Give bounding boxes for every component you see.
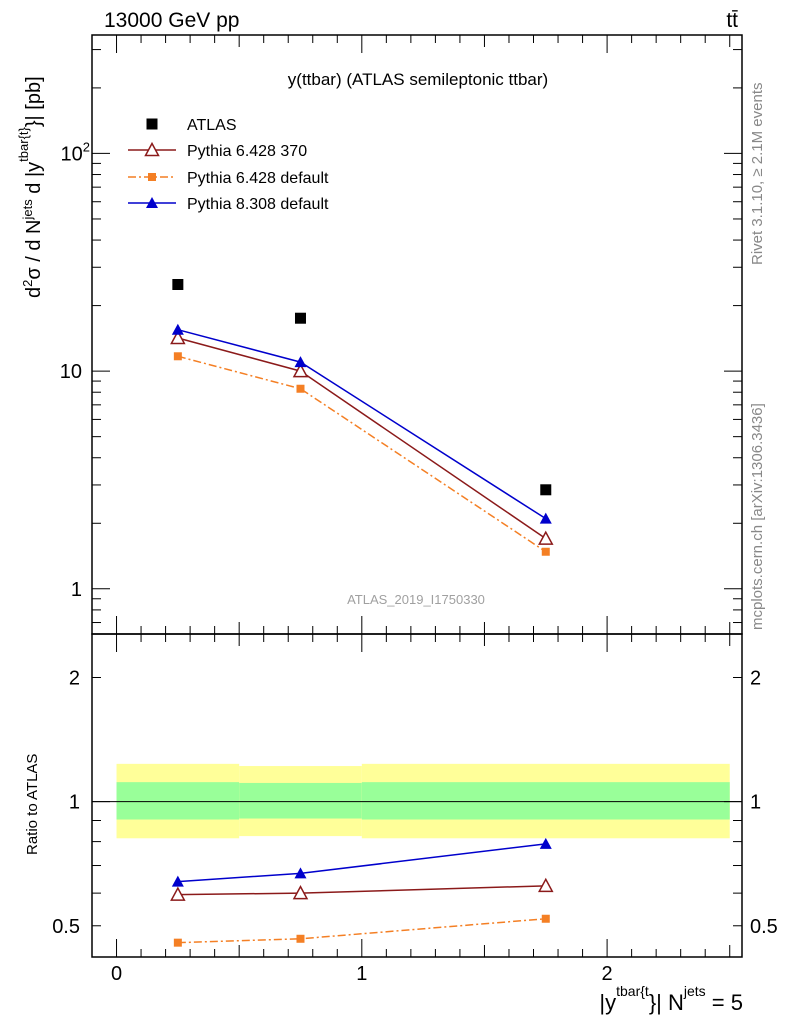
ratio-point-pythia-8-308-default [539,837,552,849]
legend-marker-pythia-8-308-default [146,197,158,208]
legend-marker-pythia-6-428-default [148,173,156,181]
ratio-point-pythia-8-308-default [294,867,307,879]
ratio-plot-frame [91,633,743,958]
mcplots-label: mcplots.cern.ch [arXiv:1306.3436] [749,403,766,630]
x-tick-label: 2 [602,963,613,985]
x-axis-label: |ytbar{t}| Njets = 5 [599,983,743,1015]
x-tick-label: 1 [356,963,367,985]
main-y-axis-label: d2σ / d Njets d |ytbar{t}}| [pb] [16,76,45,298]
main-point-pythia-6-428-370 [170,329,186,345]
main-y-tick-label: 102 [61,139,90,165]
main-point-pythia-8-308-default [171,323,184,335]
main-point-atlas [172,278,184,290]
legend-marker-atlas [146,118,158,130]
legend-label-pythia-6-428-370: Pythia 6.428 370 [187,143,307,160]
ratio-y-tick-label-right: 0.5 [750,916,778,938]
legend-label-atlas: ATLAS [187,117,237,134]
ratio-point-pythia-6-428-370 [538,877,554,893]
uncertainty-band-inner [239,782,362,819]
ratio-point-pythia-8-308-default [171,875,184,887]
ratio-y-tick-label-right: 2 [750,668,761,690]
main-line-pythia-6-428-default [177,355,547,553]
uncertainty-band-inner [116,782,240,820]
ratio-point-pythia-6-428-370 [292,885,309,900]
rivet-label: Rivet 3.1.10, ≥ 2.1M events [749,83,766,266]
main-line-pythia-8-308-default [177,328,547,520]
energy-label: 13000 GeV pp [104,9,239,32]
ratio-point-pythia-6-428-default [173,938,182,947]
ratio-point-pythia-6-428-default [541,914,550,923]
main-point-pythia-8-308-default [294,356,307,368]
process-label: tt̄ [726,9,738,32]
main-point-pythia-8-308-default [539,512,552,524]
legend: ATLAS Pythia 6.428 370 Pythia 6.428 defaul… [128,117,329,213]
ratio-line-pythia-8-308-default [177,843,546,883]
main-point-pythia-6-428-default [541,547,550,556]
ratio-y-axis-label: Ratio to ATLAS [24,754,41,855]
main-point-pythia-6-428-370 [292,363,309,378]
analysis-watermark: ATLAS_2019_I1750330 [347,592,485,607]
ratio-y-tick-label: 1 [69,792,80,814]
main-line-pythia-6-428-370 [177,337,547,540]
x-tick-label: 0 [111,963,122,985]
ratio-point-pythia-6-428-default [296,934,305,943]
ratio-y-tick-label: 2 [69,668,80,690]
main-point-pythia-6-428-370 [538,530,554,545]
legend-marker-pythia-6-428-370 [144,141,160,157]
main-point-atlas [294,312,306,324]
ratio-point-pythia-6-428-370 [170,886,186,901]
main-point-pythia-6-428-default [296,384,305,393]
uncertainty-band-inner [361,782,730,820]
ratio-line-pythia-6-428-370 [177,885,546,896]
ratio-y-tick-label-right: 1 [750,792,761,814]
main-point-pythia-6-428-default [173,352,182,361]
plot-title: y(ttbar) (ATLAS semileptonic ttbar) [288,70,548,89]
main-y-tick-label: 10 [60,361,82,383]
legend-label-pythia-6-428-default: Pythia 6.428 default [187,170,329,187]
legend-label-pythia-8-308-default: Pythia 8.308 default [187,196,329,213]
main-y-tick-label: 1 [71,579,82,601]
main-point-atlas [540,484,552,496]
ratio-y-tick-label: 0.5 [52,916,80,938]
